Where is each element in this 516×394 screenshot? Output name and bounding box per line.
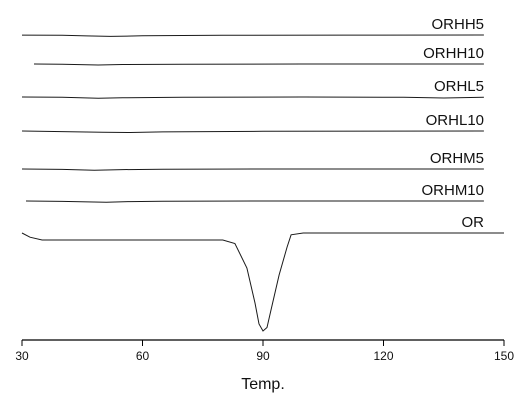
series-labels-group: ORHH5 ORHH10 ORHL5 ORHL10 ORHM5 ORHM10 OR	[421, 16, 484, 231]
series-line-orhh5	[21, 34, 484, 37]
x-tick-label: 60	[136, 349, 150, 363]
series-label-orhl10: ORHL10	[426, 112, 484, 129]
series-label-or: OR	[462, 214, 485, 231]
series-line-orhh10	[33, 63, 484, 66]
series-label-orhh5: ORHH5	[431, 16, 484, 33]
curves-group	[21, 34, 504, 332]
series-label-orhm10: ORHM10	[421, 182, 484, 199]
x-tick-label: 90	[256, 349, 270, 363]
series-line-orhm10	[25, 200, 484, 203]
series-line-orhl10	[21, 130, 484, 134]
x-tick-label: 30	[15, 349, 29, 363]
x-ticks-group: 30 60 90 120 150	[15, 340, 514, 363]
x-tick-label: 150	[494, 349, 514, 363]
series-line-orhm5	[21, 168, 484, 171]
series-line-or	[21, 232, 504, 332]
x-axis-title: Temp.	[241, 376, 285, 393]
series-label-orhm5: ORHM5	[430, 150, 484, 167]
series-label-orhl5: ORHL5	[434, 78, 484, 95]
series-line-orhl5	[21, 96, 484, 99]
series-label-orhh10: ORHH10	[423, 45, 484, 62]
x-tick-label: 120	[373, 349, 393, 363]
